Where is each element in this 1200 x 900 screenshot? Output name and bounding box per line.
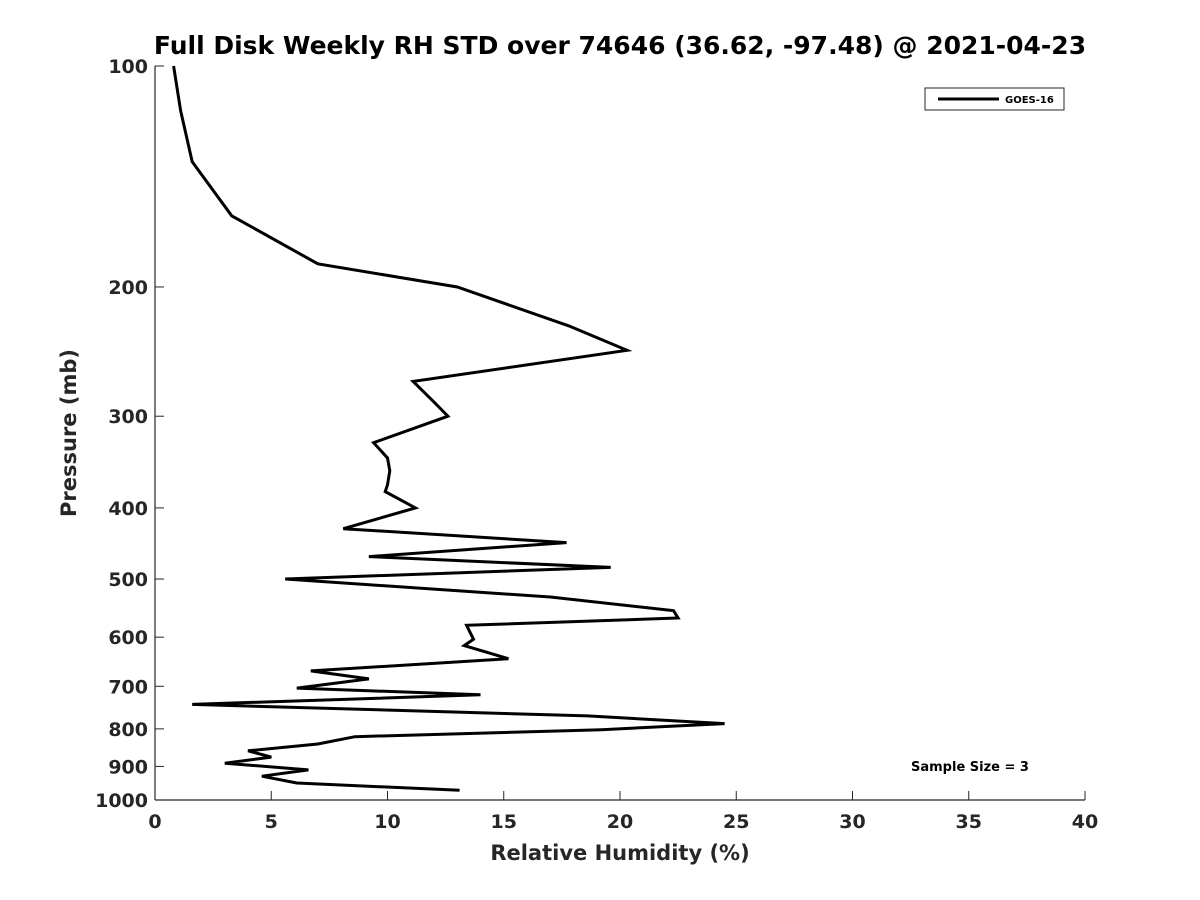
x-axis-label: Relative Humidity (%) <box>490 841 749 865</box>
y-tick-label: 600 <box>108 627 148 649</box>
chart-title: Full Disk Weekly RH STD over 74646 (36.6… <box>154 31 1086 60</box>
x-tick-label: 15 <box>491 811 517 833</box>
y-axis-label: Pressure (mb) <box>57 349 81 517</box>
series-line-goes-16 <box>172 65 725 792</box>
x-tick-label: 5 <box>265 811 278 833</box>
x-ticks: 0 5 10 15 20 25 30 35 40 <box>148 791 1098 833</box>
legend: GOES-16 <box>924 87 1065 111</box>
y-tick-label: 1000 <box>95 790 148 812</box>
y-tick-label: 300 <box>108 406 148 428</box>
x-tick-label: 25 <box>723 811 749 833</box>
x-tick-label: 35 <box>956 811 982 833</box>
x-tick-label: 30 <box>839 811 865 833</box>
y-tick-label: 400 <box>108 498 148 520</box>
x-tick-label: 20 <box>607 811 633 833</box>
y-ticks: 100 200 300 400 500 600 700 800 900 1000 <box>95 56 164 812</box>
x-tick-label: 0 <box>148 811 161 833</box>
sample-size-annotation: Sample Size = 3 <box>911 760 1029 775</box>
y-tick-label: 100 <box>108 56 148 78</box>
x-tick-label: 40 <box>1072 811 1098 833</box>
y-tick-label: 200 <box>108 277 148 299</box>
x-tick-label: 10 <box>374 811 400 833</box>
y-tick-label: 900 <box>108 756 148 778</box>
axes <box>154 66 1085 801</box>
legend-label-goes-16: GOES-16 <box>1005 95 1054 106</box>
y-tick-label: 500 <box>108 569 148 591</box>
y-tick-label: 800 <box>108 719 148 741</box>
y-tick-label: 700 <box>108 676 148 698</box>
